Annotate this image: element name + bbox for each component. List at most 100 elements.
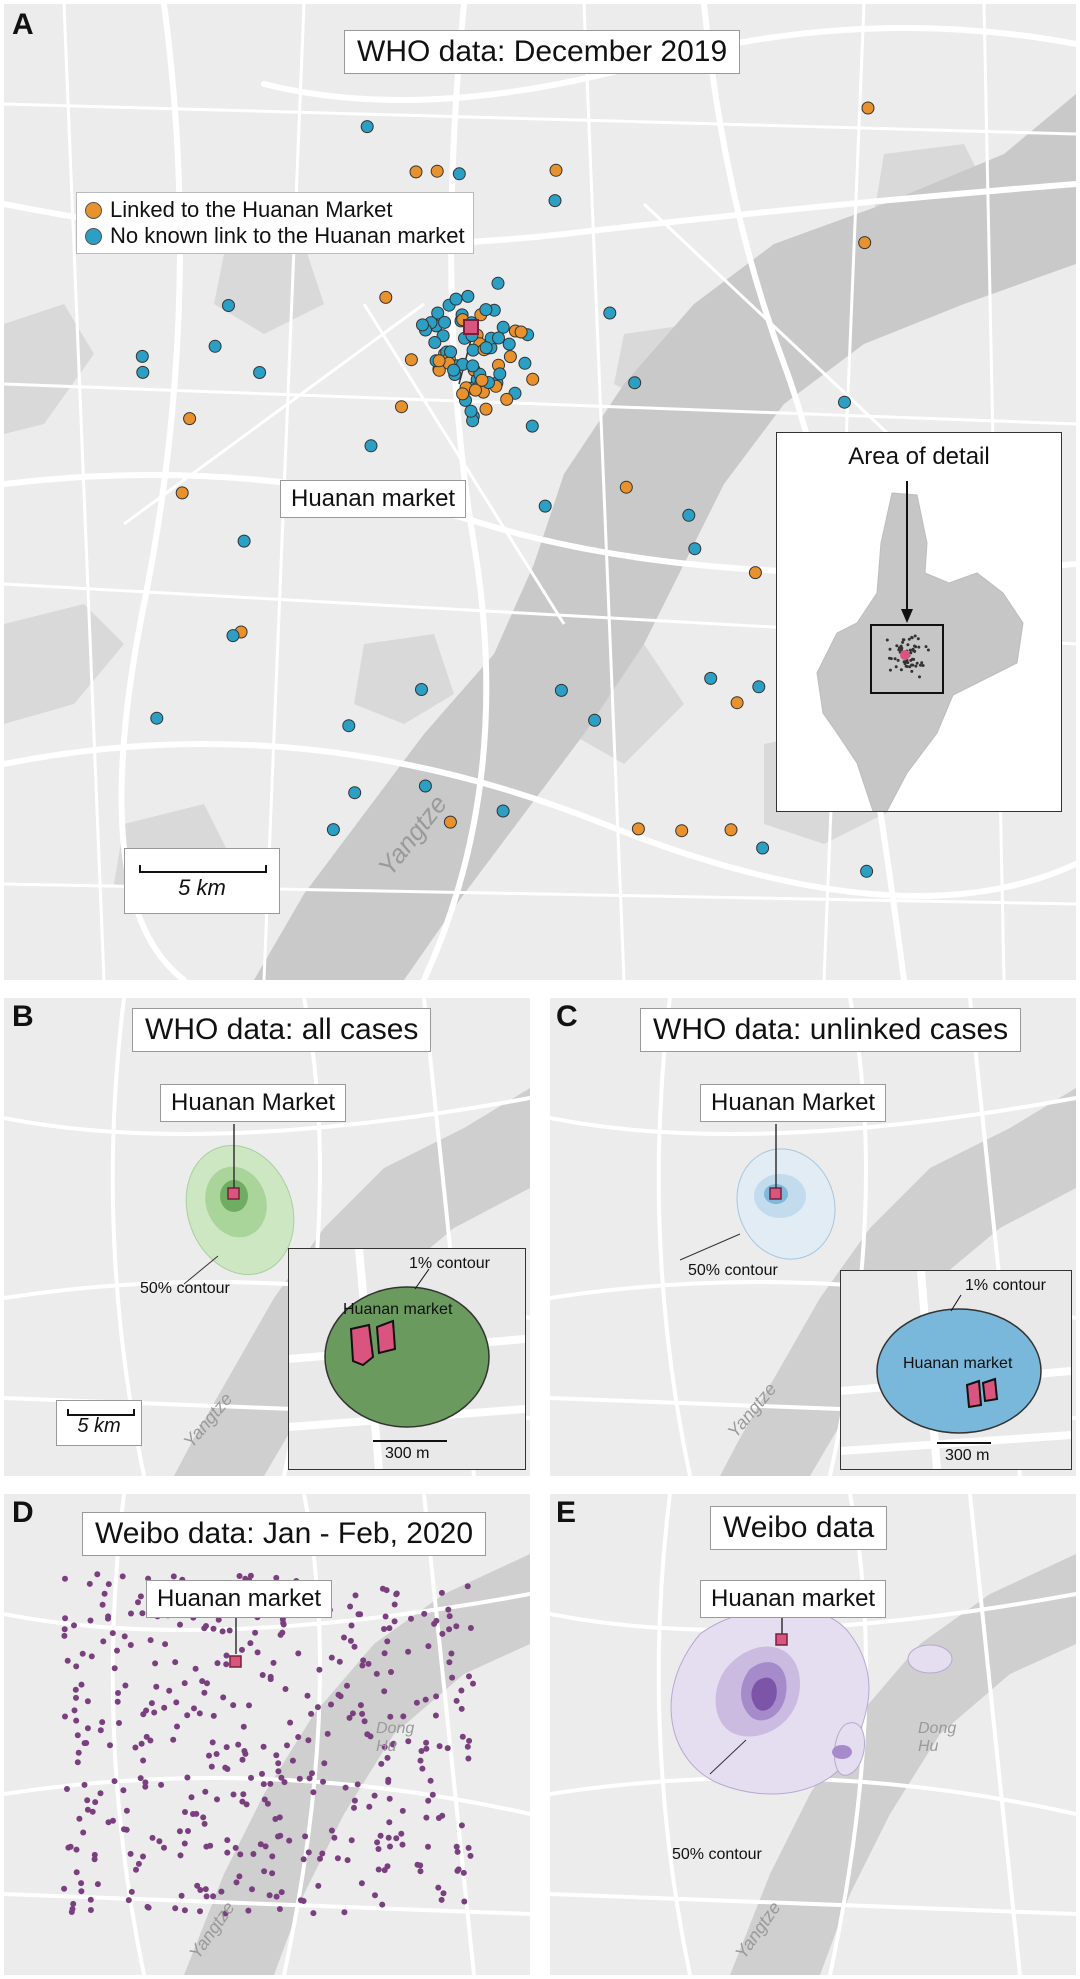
weibo-dot <box>470 1680 476 1687</box>
weibo-dot <box>308 1710 315 1717</box>
inset-case-dot <box>921 664 925 667</box>
inset-case-dot <box>903 662 907 666</box>
weibo-dot <box>261 1796 268 1803</box>
weibo-dot <box>213 1751 220 1757</box>
weibo-dot <box>181 1840 188 1847</box>
case-dot <box>496 320 510 334</box>
inset-case-dot <box>907 637 911 641</box>
weibo-dot <box>286 1837 293 1844</box>
weibo-dot <box>194 1882 201 1889</box>
weibo-dot <box>224 1766 231 1772</box>
inset-case-dot <box>899 668 903 672</box>
inset-case-dot <box>916 637 920 641</box>
weibo-dot <box>122 1682 129 1689</box>
weibo-dot <box>170 1573 177 1580</box>
case-dot <box>688 542 702 556</box>
weibo-dot <box>109 1630 116 1637</box>
weibo-dot <box>114 1698 121 1705</box>
weibo-dot <box>460 1869 467 1876</box>
weibo-dot <box>209 1739 216 1746</box>
case-dot <box>838 395 851 409</box>
weibo-dot <box>210 1712 217 1719</box>
weibo-dot <box>105 1613 112 1620</box>
weibo-dot <box>240 1791 247 1798</box>
weibo-dot <box>61 1885 68 1892</box>
weibo-dot <box>458 1705 465 1712</box>
weibo-dot <box>78 1888 85 1895</box>
weibo-dot <box>310 1910 317 1917</box>
weibo-dot <box>236 1573 243 1579</box>
weibo-dot <box>436 1743 443 1750</box>
weibo-dot <box>344 1682 350 1689</box>
case-dot <box>548 194 562 208</box>
weibo-dot <box>149 1834 156 1841</box>
weibo-dot <box>111 1665 118 1672</box>
weibo-dot <box>371 1792 378 1799</box>
weibo-dot <box>74 1732 81 1739</box>
weibo-dot <box>218 1888 225 1895</box>
weibo-dot <box>62 1713 68 1720</box>
panel-b-inset-map <box>289 1249 525 1469</box>
weibo-dot <box>145 1904 152 1911</box>
weibo-dot <box>304 1692 311 1699</box>
weibo-dot <box>408 1615 414 1622</box>
panel-a-title: WHO data: December 2019 <box>344 30 741 74</box>
case-dot <box>492 331 505 345</box>
weibo-dot <box>444 1745 451 1752</box>
weibo-dot <box>226 1627 233 1634</box>
weibo-dot <box>172 1659 179 1666</box>
weibo-dot <box>324 1730 331 1737</box>
weibo-dot <box>465 1844 472 1851</box>
weibo-dot <box>310 1789 317 1796</box>
case-dot <box>526 372 540 386</box>
panel-letter-d: D <box>12 1496 34 1529</box>
weibo-dot <box>223 1744 230 1751</box>
case-dot <box>858 236 872 250</box>
case-dot <box>538 499 552 513</box>
weibo-dot <box>239 1798 246 1805</box>
weibo-dot <box>193 1810 200 1817</box>
weibo-dot <box>427 1777 434 1784</box>
weibo-dot <box>269 1853 276 1860</box>
weibo-dot <box>423 1814 430 1821</box>
weibo-dot <box>421 1610 428 1617</box>
weibo-dot <box>133 1866 139 1873</box>
weibo-dot <box>393 1591 400 1598</box>
weibo-dot <box>247 1640 254 1647</box>
weibo-dot <box>367 1733 374 1740</box>
weibo-dot <box>196 1710 203 1717</box>
weibo-dot <box>405 1648 412 1655</box>
panel-b-inset-market-label: Huanan market <box>343 1301 453 1318</box>
weibo-dot <box>453 1623 460 1630</box>
weibo-dot <box>328 1701 334 1708</box>
weibo-dot <box>399 1841 406 1848</box>
panel-d-title: Weibo data: Jan - Feb, 2020 <box>82 1512 487 1556</box>
weibo-dot <box>121 1633 128 1640</box>
weibo-dot <box>359 1662 366 1669</box>
weibo-dot <box>142 1779 149 1786</box>
panel-letter-c: C <box>556 1000 578 1033</box>
weibo-dot <box>71 1707 78 1714</box>
case-dot <box>549 163 563 177</box>
weibo-dot <box>94 1571 101 1578</box>
panel-a-inset-area-of-detail: Area of detail <box>776 432 1062 812</box>
weibo-dot <box>276 1906 283 1912</box>
weibo-dot <box>250 1851 257 1857</box>
weibo-dot <box>127 1642 134 1648</box>
weibo-dot <box>275 1760 282 1767</box>
weibo-dot <box>114 1647 120 1654</box>
weibo-dot <box>448 1650 455 1657</box>
panel-letter-b: B <box>12 1000 34 1033</box>
panel-e-lake-label: Dong Hu <box>918 1720 957 1755</box>
weibo-dot <box>334 1855 341 1862</box>
weibo-dot <box>379 1901 386 1908</box>
panel-a-market-label: Huanan market <box>280 480 467 518</box>
weibo-dot <box>219 1628 226 1635</box>
weibo-dot <box>107 1742 113 1749</box>
weibo-dot <box>73 1869 80 1876</box>
case-dot <box>479 341 493 355</box>
weibo-dot <box>341 1634 347 1641</box>
weibo-dot <box>454 1848 461 1855</box>
weibo-dot <box>137 1593 144 1600</box>
case-dot <box>756 841 770 855</box>
